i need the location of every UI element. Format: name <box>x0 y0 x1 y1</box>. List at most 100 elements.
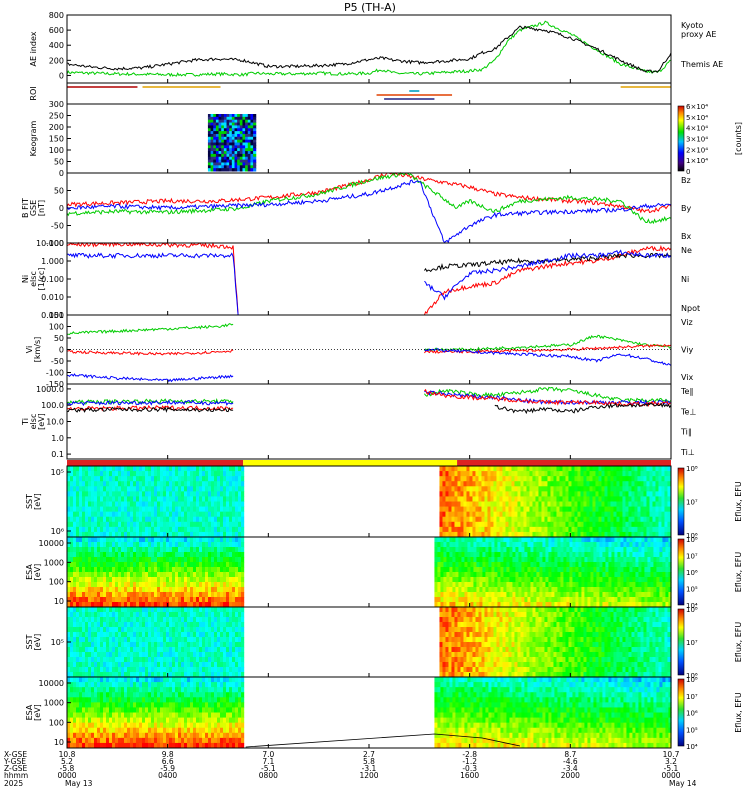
spectrogram-cell <box>94 647 98 653</box>
spectrogram-cell <box>605 537 609 543</box>
spectrogram-cell <box>637 511 641 518</box>
spectrogram-cell <box>79 627 83 633</box>
spectrogram-cell <box>619 511 623 518</box>
spectrogram-cell <box>544 531 548 538</box>
spectrogram-cell <box>142 516 146 523</box>
spectrogram-cell <box>142 667 146 673</box>
spectrogram-cell <box>106 506 110 513</box>
spectrogram-cell <box>226 511 230 518</box>
spectrogram-cell <box>91 542 95 548</box>
keogram-pixel <box>218 159 222 163</box>
spectrogram-cell <box>241 516 245 523</box>
spectrogram-cell <box>226 567 230 573</box>
spectrogram-cell <box>451 531 455 538</box>
spectrogram-cell <box>226 476 230 482</box>
spectrogram-cell <box>571 511 575 518</box>
spectrogram-cell <box>602 577 606 583</box>
spectrogram-cell <box>568 471 572 477</box>
spectrogram-cell <box>193 511 197 518</box>
spectrogram-cell <box>592 531 596 538</box>
spectrogram-cell <box>469 471 473 477</box>
spectrogram-cell <box>526 501 530 507</box>
spectrogram-cell <box>94 511 98 518</box>
spectrogram-cell <box>620 537 624 543</box>
spectrogram-cell <box>199 476 203 482</box>
spectrogram-cell <box>611 562 615 568</box>
spectrogram-cell <box>517 516 521 523</box>
spectrogram-cell <box>608 582 612 588</box>
spectrogram-cell <box>85 577 89 583</box>
spectrogram-cell <box>181 657 185 663</box>
spectrogram-cell <box>169 501 173 507</box>
spectrogram-cell <box>608 552 612 558</box>
spectrogram-cell <box>560 542 564 548</box>
spectrogram-cell <box>595 516 599 523</box>
keogram-image <box>207 114 257 172</box>
spectrogram-cell <box>652 511 656 518</box>
spectrogram-cell <box>115 612 119 618</box>
spectrogram-cell <box>611 547 615 553</box>
spectrogram-cell <box>241 481 245 487</box>
keogram-pixel <box>210 168 214 172</box>
spectrogram-cell <box>511 521 515 528</box>
keogram-pixel <box>247 122 251 126</box>
spectrogram-cell <box>94 622 98 628</box>
spectrogram-cell <box>520 496 524 502</box>
spectrogram-cell <box>506 567 510 573</box>
spectrogram-cell <box>643 511 647 518</box>
spectrogram-cell <box>103 526 107 533</box>
keogram-pixel <box>237 162 241 166</box>
spectrogram-cell <box>136 521 140 528</box>
spectrogram-cell <box>172 511 176 518</box>
keogram-pixel <box>242 125 246 129</box>
spectrogram-cell <box>581 552 585 558</box>
spectrogram-cell <box>139 667 143 673</box>
spectrogram-cell <box>461 597 465 603</box>
keogram-pixel <box>239 122 243 126</box>
spectrogram-cell <box>97 506 101 513</box>
legend-entry: Viz <box>681 318 693 327</box>
spectrogram-cell <box>455 557 459 563</box>
spectrogram-cell <box>214 506 218 513</box>
spectrogram-cell <box>151 537 155 543</box>
keogram-pixel <box>247 133 251 138</box>
spectrogram-cell <box>484 531 488 538</box>
spectrogram-cell <box>235 506 239 513</box>
spectrogram-cell <box>539 552 543 558</box>
spectrogram-cell <box>151 667 155 673</box>
spectrogram-cell <box>124 577 128 583</box>
spectrogram-cell <box>169 647 173 653</box>
spectrogram-cell <box>136 572 140 578</box>
spectrogram-cell <box>130 602 134 608</box>
spectrogram-cell <box>641 572 645 578</box>
spectrogram-cell <box>512 582 516 588</box>
keogram-pixel <box>218 156 222 161</box>
spectrogram-cell <box>598 526 602 533</box>
spectrogram-cell <box>205 552 209 558</box>
spectrogram-cell <box>560 537 564 543</box>
spectrogram-cell <box>526 521 530 528</box>
spectrogram-cell <box>538 506 542 513</box>
spectrogram-cell <box>85 572 89 578</box>
spectrogram-cell <box>109 652 113 658</box>
spectrogram-cell <box>662 572 666 578</box>
spectrogram-cell <box>587 577 591 583</box>
spectrogram-cell <box>568 496 572 502</box>
spectrogram-cell <box>106 577 110 583</box>
spectrogram-cell <box>73 521 77 528</box>
spectrogram-cell <box>82 642 86 648</box>
spectrogram-cell <box>229 526 233 533</box>
spectrogram-cell <box>91 632 95 638</box>
spectrogram-cell <box>229 516 233 523</box>
spectrogram-cell <box>499 486 503 492</box>
spectrogram-cell <box>85 506 89 513</box>
spectrogram-cell <box>575 552 579 558</box>
spectrogram-cell <box>199 557 203 563</box>
y-tick-label: 150 <box>49 135 64 144</box>
keogram-pixel <box>247 139 251 143</box>
spectrogram-cell <box>661 476 665 482</box>
spectrogram-cell <box>178 542 182 548</box>
keogram-pixel <box>226 136 230 141</box>
spectrogram-cell <box>148 516 152 523</box>
